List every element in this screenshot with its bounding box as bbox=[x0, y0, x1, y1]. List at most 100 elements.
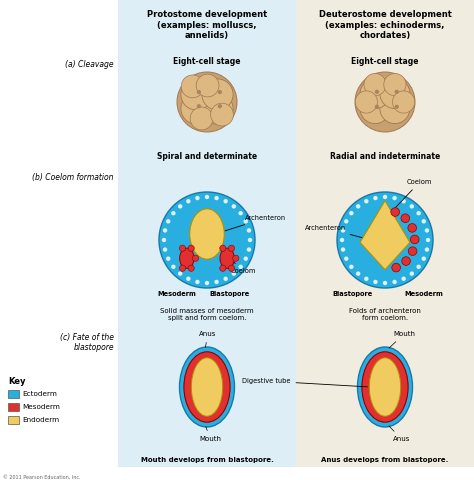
Circle shape bbox=[178, 271, 182, 276]
Circle shape bbox=[181, 75, 204, 98]
Circle shape bbox=[214, 280, 219, 284]
Text: Digestive tube: Digestive tube bbox=[242, 378, 367, 387]
Circle shape bbox=[218, 90, 222, 94]
Circle shape bbox=[421, 219, 426, 224]
Circle shape bbox=[421, 256, 426, 261]
Circle shape bbox=[179, 265, 186, 271]
Circle shape bbox=[394, 90, 399, 94]
Text: Endoderm: Endoderm bbox=[22, 417, 59, 423]
Bar bbox=[296, 165, 474, 325]
Bar bbox=[8, 403, 19, 411]
Circle shape bbox=[408, 224, 417, 232]
Circle shape bbox=[355, 72, 415, 132]
Bar bbox=[118, 165, 296, 325]
Circle shape bbox=[364, 276, 369, 281]
Circle shape bbox=[186, 276, 191, 281]
Circle shape bbox=[392, 196, 397, 200]
Text: Ectoderm: Ectoderm bbox=[22, 391, 57, 397]
Circle shape bbox=[383, 195, 387, 199]
Bar bbox=[118, 50, 296, 165]
Bar bbox=[8, 416, 19, 424]
Circle shape bbox=[344, 256, 348, 261]
Circle shape bbox=[391, 208, 400, 216]
Circle shape bbox=[408, 247, 417, 255]
Circle shape bbox=[181, 79, 212, 110]
Circle shape bbox=[188, 245, 194, 252]
Text: Anus: Anus bbox=[199, 331, 216, 347]
Circle shape bbox=[233, 255, 239, 261]
Bar bbox=[296, 0, 474, 50]
Circle shape bbox=[392, 280, 397, 284]
Circle shape bbox=[426, 238, 430, 242]
Circle shape bbox=[171, 264, 175, 269]
Circle shape bbox=[410, 235, 419, 244]
Text: Radial and indeterminate: Radial and indeterminate bbox=[330, 152, 440, 161]
Circle shape bbox=[360, 79, 390, 108]
Circle shape bbox=[248, 238, 252, 242]
Text: Archenteron: Archenteron bbox=[218, 215, 286, 233]
Circle shape bbox=[181, 93, 212, 124]
Circle shape bbox=[417, 211, 421, 216]
Circle shape bbox=[373, 280, 378, 284]
Text: (b) Coelom formation: (b) Coelom formation bbox=[33, 173, 114, 182]
Circle shape bbox=[232, 271, 236, 276]
Circle shape bbox=[238, 211, 243, 216]
Circle shape bbox=[202, 93, 233, 124]
Circle shape bbox=[210, 103, 233, 126]
Text: Anus develops from blastopore.: Anus develops from blastopore. bbox=[321, 457, 449, 463]
Circle shape bbox=[214, 196, 219, 200]
Circle shape bbox=[177, 72, 237, 132]
Circle shape bbox=[220, 265, 226, 271]
Circle shape bbox=[383, 281, 387, 285]
Circle shape bbox=[401, 199, 406, 204]
Circle shape bbox=[178, 204, 182, 209]
Circle shape bbox=[196, 74, 219, 97]
Circle shape bbox=[195, 280, 200, 284]
Circle shape bbox=[356, 271, 360, 276]
Circle shape bbox=[166, 256, 171, 261]
Text: Mouth develops from blastopore.: Mouth develops from blastopore. bbox=[141, 457, 273, 463]
Circle shape bbox=[179, 245, 186, 252]
Circle shape bbox=[375, 105, 379, 109]
Text: Mouth: Mouth bbox=[199, 427, 221, 442]
Circle shape bbox=[425, 228, 429, 233]
Circle shape bbox=[356, 91, 377, 113]
Circle shape bbox=[337, 192, 433, 288]
Circle shape bbox=[349, 264, 354, 269]
Circle shape bbox=[162, 238, 166, 242]
Text: Mesoderm: Mesoderm bbox=[157, 291, 196, 297]
Circle shape bbox=[341, 228, 345, 233]
Ellipse shape bbox=[190, 209, 224, 259]
Text: Coelom: Coelom bbox=[395, 179, 432, 208]
Circle shape bbox=[341, 247, 345, 252]
Circle shape bbox=[401, 214, 410, 223]
Text: Solid masses of mesoderm
split and form coelom.: Solid masses of mesoderm split and form … bbox=[160, 308, 254, 321]
Circle shape bbox=[410, 271, 414, 276]
Circle shape bbox=[163, 247, 167, 252]
Text: Mesoderm: Mesoderm bbox=[22, 404, 60, 410]
Circle shape bbox=[340, 238, 344, 242]
Circle shape bbox=[202, 79, 233, 110]
Text: Blastopore: Blastopore bbox=[209, 291, 249, 297]
Circle shape bbox=[392, 263, 401, 272]
Text: Protostome development
(examples: molluscs,
annelids): Protostome development (examples: mollus… bbox=[147, 10, 267, 40]
Circle shape bbox=[223, 199, 228, 204]
Text: Mouth: Mouth bbox=[389, 331, 415, 348]
Text: (c) Fate of the
blastopore: (c) Fate of the blastopore bbox=[60, 333, 114, 352]
Ellipse shape bbox=[191, 358, 223, 416]
Text: Blastopore: Blastopore bbox=[332, 291, 372, 297]
Circle shape bbox=[228, 245, 235, 252]
Circle shape bbox=[360, 94, 390, 124]
Circle shape bbox=[188, 265, 194, 271]
Circle shape bbox=[380, 94, 410, 124]
Circle shape bbox=[394, 105, 399, 109]
Circle shape bbox=[417, 264, 421, 269]
Circle shape bbox=[195, 196, 200, 200]
Circle shape bbox=[392, 91, 415, 113]
Circle shape bbox=[344, 219, 348, 224]
Circle shape bbox=[228, 265, 235, 271]
Ellipse shape bbox=[357, 347, 412, 427]
Ellipse shape bbox=[180, 248, 194, 268]
Text: © 2011 Pearson Education, Inc.: © 2011 Pearson Education, Inc. bbox=[3, 475, 81, 480]
Circle shape bbox=[190, 107, 213, 130]
